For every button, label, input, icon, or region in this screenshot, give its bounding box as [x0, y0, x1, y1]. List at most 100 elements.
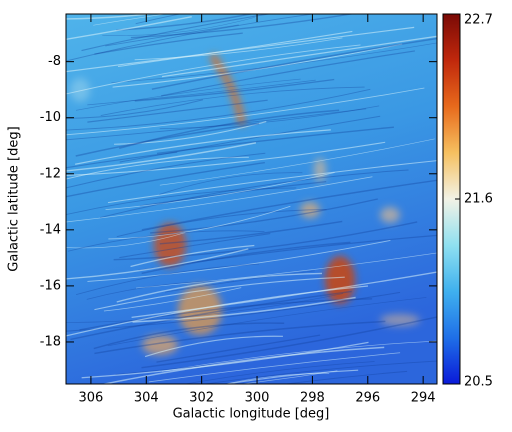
streak — [67, 230, 265, 252]
streak — [81, 341, 369, 379]
streak — [107, 297, 427, 347]
streak — [119, 115, 381, 163]
streak — [141, 179, 437, 231]
streak — [130, 244, 255, 268]
streak — [159, 220, 343, 245]
streak — [159, 138, 435, 186]
x-tick-label: 306 — [79, 391, 104, 406]
streak — [137, 0, 427, 5]
streak — [116, 272, 322, 303]
streak — [93, 14, 168, 26]
streak — [148, 352, 401, 383]
streak — [66, 161, 265, 198]
x-axis-label: Galactic longitude [deg] — [173, 407, 330, 422]
colorbar-tick-label: 22.7 — [464, 13, 493, 28]
streak — [76, 78, 301, 111]
streak — [101, 346, 385, 384]
plot-frame — [65, 13, 438, 385]
map-image — [66, 0, 437, 384]
streak — [141, 316, 437, 369]
streak — [108, 205, 291, 240]
y-tick-label: -14 — [40, 222, 61, 237]
streak — [282, 370, 408, 384]
y-axis-label: Galactic latitude [deg] — [7, 126, 22, 271]
streak — [135, 14, 182, 25]
streak — [130, 14, 356, 39]
y-tick-label: -8 — [48, 54, 61, 69]
streak — [135, 252, 437, 289]
streak — [105, 172, 335, 211]
streak — [87, 79, 316, 106]
streak — [238, 370, 338, 384]
streak — [113, 221, 418, 261]
streak — [66, 44, 361, 95]
streak — [94, 32, 243, 55]
colorbar-tick-label: 21.6 — [464, 192, 493, 207]
streak — [107, 160, 437, 204]
streak — [75, 263, 260, 296]
streak — [66, 108, 367, 141]
streak — [66, 26, 415, 73]
streak — [81, 14, 273, 52]
streak — [116, 209, 327, 238]
streak — [119, 109, 340, 149]
streak — [151, 37, 437, 90]
streak — [66, 14, 155, 20]
streak — [111, 42, 437, 83]
streak — [103, 287, 242, 312]
streak — [95, 0, 392, 8]
axes: 20.5 21.6 22.7 306 304 302 300 298 296 294 -18 -16 -… — [40, 13, 493, 406]
streak — [112, 43, 403, 88]
streak — [66, 152, 266, 189]
streak — [183, 361, 375, 384]
x-tick-label: 304 — [134, 391, 159, 406]
streak — [75, 122, 260, 157]
streak — [141, 241, 351, 275]
streak — [87, 240, 391, 282]
streak — [150, 198, 378, 234]
streak — [66, 232, 186, 249]
streak — [159, 105, 380, 130]
streak — [132, 296, 356, 323]
streak — [144, 335, 283, 358]
streak — [66, 156, 249, 180]
streak — [159, 172, 303, 195]
streak — [94, 276, 345, 311]
x-tick-label: 298 — [300, 391, 325, 406]
streak — [224, 369, 359, 384]
streak — [66, 141, 386, 176]
streak — [75, 129, 331, 165]
streak — [164, 270, 315, 293]
streak — [66, 87, 425, 136]
streak — [100, 86, 365, 116]
streak — [66, 291, 401, 332]
streak — [94, 320, 386, 355]
streak — [66, 14, 316, 62]
streak — [66, 248, 249, 280]
streak — [114, 121, 267, 145]
streak — [105, 24, 239, 47]
streak — [161, 50, 415, 97]
streak — [138, 234, 437, 271]
x-tick-label: 294 — [411, 391, 436, 406]
streak — [119, 233, 271, 259]
y-tick-label: -10 — [40, 110, 61, 125]
streak — [93, 322, 285, 350]
streak — [156, 334, 321, 363]
streak — [134, 78, 335, 102]
streak — [156, 126, 394, 155]
streak — [70, 290, 352, 341]
y-tick-label: -16 — [40, 278, 61, 293]
x-tick-label: 302 — [189, 391, 214, 406]
streak — [66, 99, 204, 119]
streak — [79, 298, 373, 331]
streak — [162, 340, 437, 372]
streak — [66, 187, 297, 216]
streak — [116, 14, 255, 31]
streak — [66, 142, 257, 172]
streak — [66, 88, 371, 131]
streak — [202, 360, 437, 384]
streak — [66, 151, 178, 169]
streak — [87, 99, 268, 123]
